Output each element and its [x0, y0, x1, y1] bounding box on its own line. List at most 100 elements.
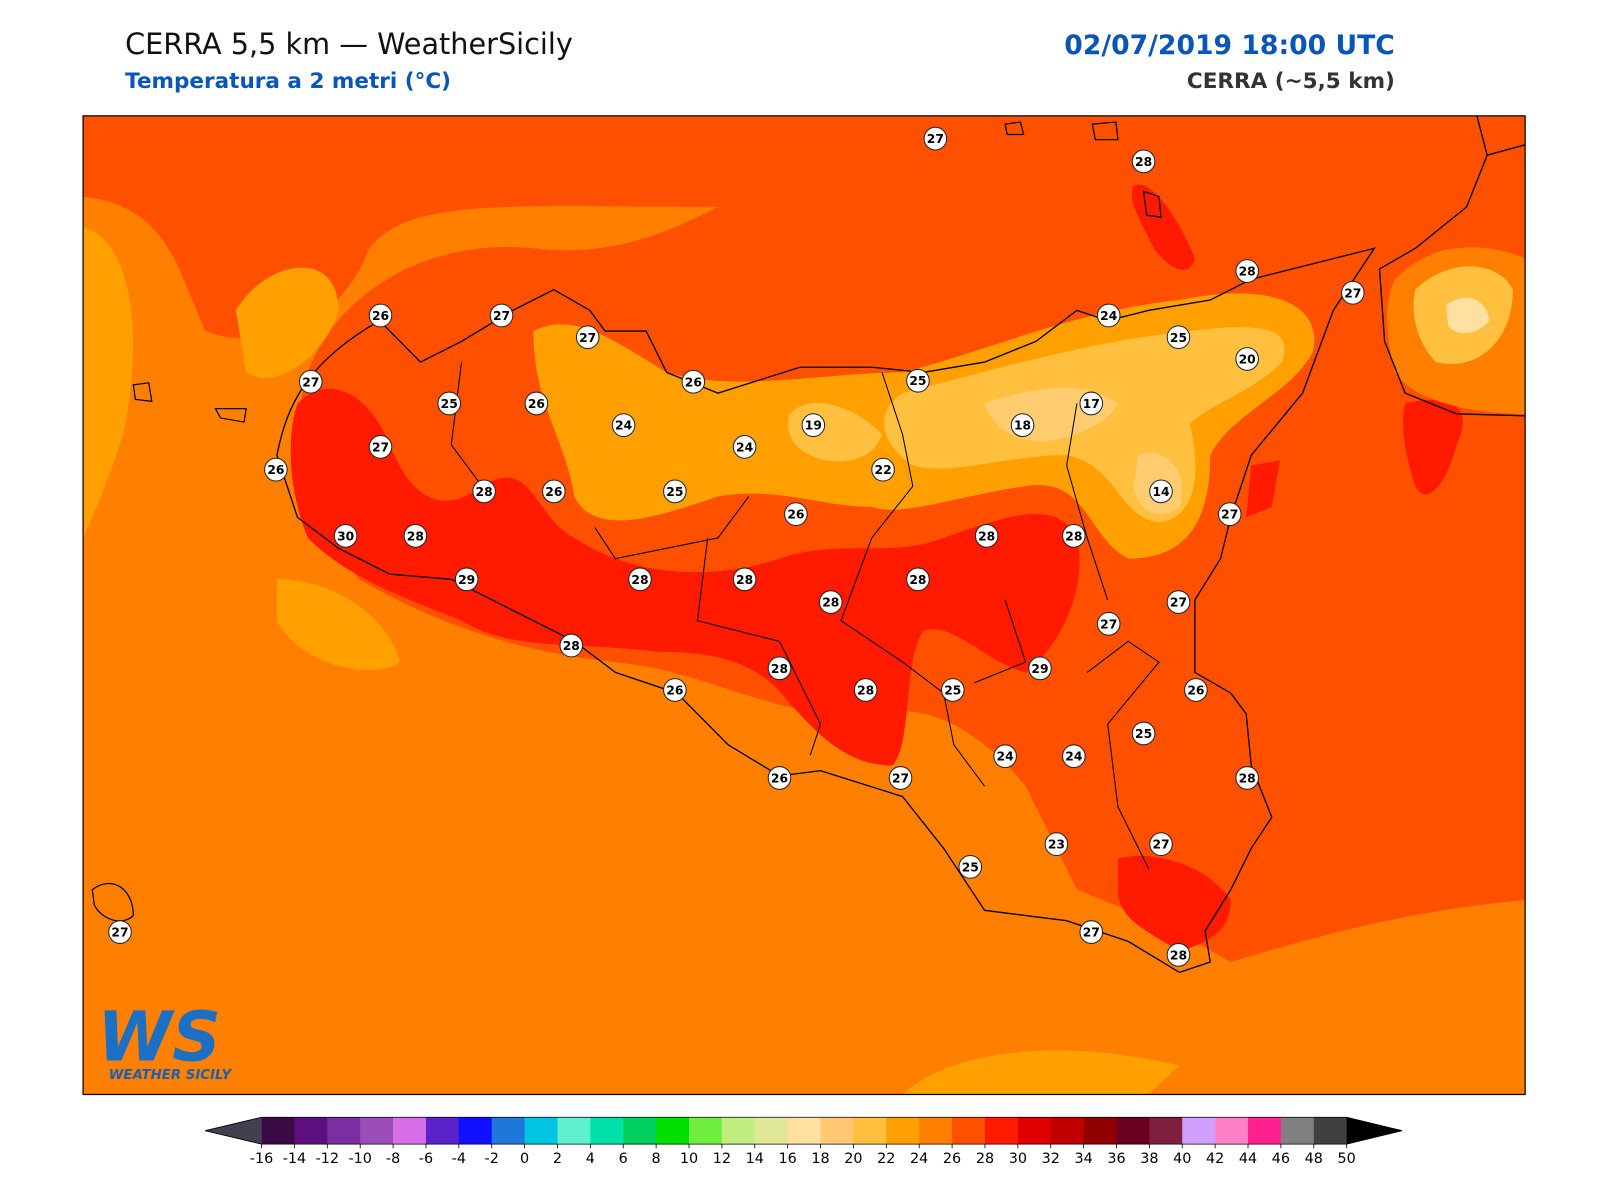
station-value: 28: [909, 573, 926, 587]
station: 25: [1166, 325, 1191, 350]
colorbar-tick-label: 38: [1140, 1151, 1158, 1167]
field-band: [235, 267, 339, 378]
colorbar-tick-label: 32: [1042, 1151, 1060, 1167]
station: 24: [732, 435, 757, 459]
station: 23: [1044, 832, 1069, 857]
field-band: [1403, 399, 1463, 495]
colorbar-tick-label: 30: [1009, 1151, 1027, 1167]
colorbar-tick-label: 42: [1206, 1151, 1224, 1167]
station: 24: [993, 744, 1017, 769]
station-value: 26: [771, 771, 788, 785]
colorbar-tick-label: 14: [746, 1151, 764, 1167]
station: 22: [871, 457, 895, 482]
station-value: 26: [666, 683, 683, 697]
station: 28: [1235, 259, 1259, 283]
station: 29: [454, 567, 479, 592]
station-marker: [1149, 832, 1173, 857]
colorbar-band: [1280, 1117, 1315, 1145]
colorbar-band: [327, 1117, 361, 1145]
station: 26: [368, 303, 393, 328]
station-value: 27: [579, 331, 596, 345]
colorbar-tick-label: -14: [283, 1151, 306, 1167]
station-value: 25: [441, 397, 458, 411]
field-band: [1446, 297, 1490, 334]
station: 28: [1235, 766, 1259, 790]
station-value: 25: [909, 374, 926, 388]
station-marker: [472, 479, 496, 504]
colorbar-band: [1182, 1117, 1216, 1145]
station-value: 28: [736, 573, 753, 587]
station-marker: [1235, 259, 1259, 283]
station: 27: [108, 920, 132, 944]
station-marker: [628, 567, 652, 592]
station-value: 26: [1187, 683, 1204, 697]
station-marker: [767, 766, 792, 790]
colorbar-band: [491, 1117, 526, 1145]
station-value: 27: [1100, 617, 1117, 631]
station-marker: [993, 744, 1017, 769]
station-marker: [853, 678, 878, 702]
station: 24: [611, 413, 636, 438]
station-value: 28: [1239, 265, 1256, 279]
station-value: 27: [1152, 838, 1169, 852]
colorbar-tick-label: 26: [943, 1151, 961, 1167]
station-marker: [767, 656, 792, 681]
station: 26: [524, 391, 549, 416]
station: 30: [333, 523, 358, 548]
title: CERRA 5,5 km — WeatherSicily: [125, 27, 573, 61]
colorbar-band: [524, 1117, 558, 1145]
station: 24: [1096, 303, 1121, 328]
station-marker: [958, 855, 983, 879]
colorbar-tick-label: 8: [652, 1151, 661, 1167]
station-value: 27: [372, 440, 389, 454]
station-marker: [298, 369, 323, 394]
colorbar-band: [1017, 1117, 1052, 1145]
colorbar-tick-label: 0: [520, 1151, 529, 1167]
station-marker: [1131, 721, 1156, 746]
station-value: 26: [685, 375, 702, 389]
station-marker: [1217, 502, 1242, 527]
station: 27: [888, 766, 913, 790]
colorbar-tick-label: 34: [1074, 1151, 1092, 1167]
colorbar-tick-label: -6: [419, 1151, 433, 1167]
station-marker: [368, 303, 393, 328]
station: 25: [941, 678, 965, 702]
station-marker: [611, 413, 636, 438]
colorbar-tick-label: 4: [586, 1151, 595, 1167]
station-value: 28: [1239, 771, 1256, 785]
colorbar-band: [754, 1117, 789, 1145]
colorbar-band: [853, 1117, 887, 1145]
station: 28: [853, 678, 878, 702]
colorbar-tick-label: 46: [1272, 1151, 1290, 1167]
colorbar-tick-label: 12: [713, 1151, 731, 1167]
colorbar-band: [1050, 1117, 1085, 1145]
station-value: 28: [407, 529, 424, 543]
colorbar-tick-label: -16: [250, 1151, 273, 1167]
station-value: 26: [528, 397, 545, 411]
station-value: 27: [302, 375, 319, 389]
station-value: 28: [771, 662, 788, 676]
station-marker: [559, 633, 584, 658]
field-band: [1246, 460, 1280, 518]
station-marker: [1341, 280, 1365, 305]
station-value: 27: [927, 132, 944, 146]
station-value: 23: [1048, 838, 1065, 852]
map-frame: [82, 115, 1526, 1096]
station-marker: [888, 766, 913, 790]
station-value: 30: [337, 529, 355, 543]
station-value: 28: [563, 639, 580, 653]
station: 28: [732, 567, 757, 592]
colorbar-band: [1248, 1117, 1282, 1145]
field-band: [984, 387, 1183, 515]
datetime: 02/07/2019 18:00 UTC: [1064, 30, 1395, 61]
station: 25: [1131, 721, 1156, 746]
station-value: 27: [1170, 596, 1187, 610]
station-marker: [1079, 391, 1104, 416]
station-marker: [333, 523, 358, 548]
colorbar-tick-label: 50: [1338, 1151, 1356, 1167]
colorbar-band: [1149, 1117, 1183, 1145]
station-marker: [663, 479, 687, 504]
colorbar-band: [360, 1117, 394, 1145]
coastline: [1378, 115, 1526, 417]
